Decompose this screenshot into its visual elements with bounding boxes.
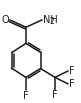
Text: F: F bbox=[69, 66, 74, 76]
Text: F: F bbox=[52, 90, 58, 100]
Text: O: O bbox=[1, 15, 9, 25]
Text: 2: 2 bbox=[50, 17, 55, 26]
Text: NH: NH bbox=[43, 15, 58, 25]
Text: F: F bbox=[69, 79, 74, 89]
Text: F: F bbox=[23, 91, 29, 101]
